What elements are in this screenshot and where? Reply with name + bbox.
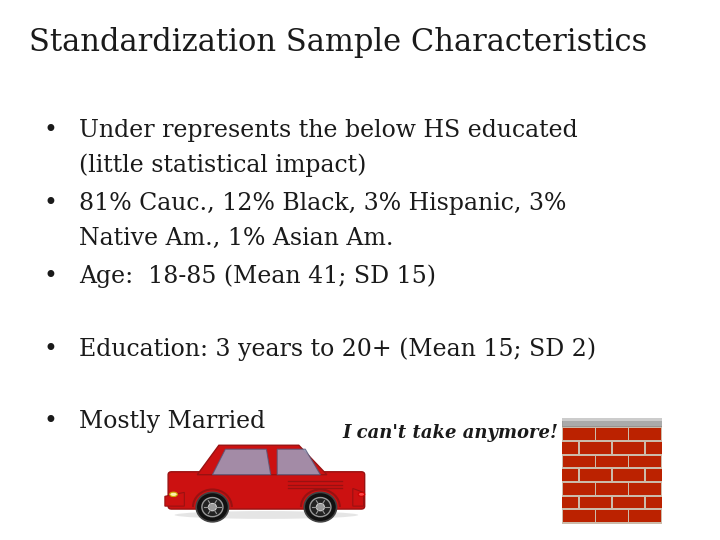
Text: (little statistical impact): (little statistical impact) [79, 154, 366, 178]
Text: Age:  18-85 (Mean 41; SD 15): Age: 18-85 (Mean 41; SD 15) [79, 265, 436, 288]
Bar [580, 469, 611, 481]
Bar [646, 442, 677, 454]
Text: Native Am., 1% Asian Am.: Native Am., 1% Asian Am. [79, 227, 394, 250]
Text: •: • [43, 265, 57, 288]
Ellipse shape [175, 511, 359, 519]
Bar [564, 428, 595, 440]
Bar [629, 510, 660, 522]
Bar [613, 469, 644, 481]
Circle shape [305, 492, 337, 522]
Circle shape [310, 497, 331, 517]
Bar [531, 483, 562, 495]
Bar [596, 428, 628, 440]
Text: Mostly Married: Mostly Married [79, 410, 266, 434]
Bar [562, 418, 662, 427]
Text: •: • [43, 338, 57, 361]
Bar [662, 428, 693, 440]
Bar [662, 510, 693, 522]
Bar [580, 497, 611, 508]
Polygon shape [353, 489, 364, 506]
Text: •: • [43, 410, 57, 434]
Ellipse shape [170, 492, 177, 496]
Circle shape [197, 492, 229, 522]
Bar [646, 497, 677, 508]
Bar [613, 497, 644, 508]
Bar [547, 497, 578, 508]
Circle shape [208, 503, 217, 511]
Text: •: • [43, 192, 57, 215]
Text: Standardization Sample Characteristics: Standardization Sample Characteristics [29, 27, 647, 58]
Bar [547, 469, 578, 481]
Bar [613, 442, 644, 454]
Bar [629, 483, 660, 495]
Bar [564, 483, 595, 495]
Bar [562, 418, 662, 421]
Bar [531, 428, 562, 440]
Polygon shape [277, 449, 320, 475]
Bar [679, 442, 710, 454]
Bar [662, 483, 693, 495]
Bar [564, 456, 595, 467]
Bar [646, 469, 677, 481]
Bar [662, 456, 693, 467]
Bar [564, 510, 595, 522]
Bar [531, 456, 562, 467]
Bar [629, 428, 660, 440]
Bar [547, 442, 578, 454]
Bar [629, 456, 660, 467]
Bar [679, 469, 710, 481]
Bar [596, 483, 628, 495]
Bar [531, 510, 562, 522]
Circle shape [316, 503, 325, 511]
Bar [596, 510, 628, 522]
Polygon shape [165, 492, 184, 506]
Bar [679, 497, 710, 508]
Text: •: • [43, 119, 57, 142]
Text: I can't take anymore!: I can't take anymore! [342, 424, 558, 442]
Text: 81% Cauc., 12% Black, 3% Hispanic, 3%: 81% Cauc., 12% Black, 3% Hispanic, 3% [79, 192, 567, 215]
Polygon shape [197, 446, 327, 475]
Text: Education: 3 years to 20+ (Mean 15; SD 2): Education: 3 years to 20+ (Mean 15; SD 2… [79, 338, 596, 361]
FancyBboxPatch shape [168, 472, 365, 509]
Text: Under represents the below HS educated: Under represents the below HS educated [79, 119, 578, 142]
Bar [596, 456, 628, 467]
Circle shape [202, 497, 223, 517]
Bar [580, 442, 611, 454]
Polygon shape [212, 449, 271, 475]
Ellipse shape [359, 492, 365, 496]
